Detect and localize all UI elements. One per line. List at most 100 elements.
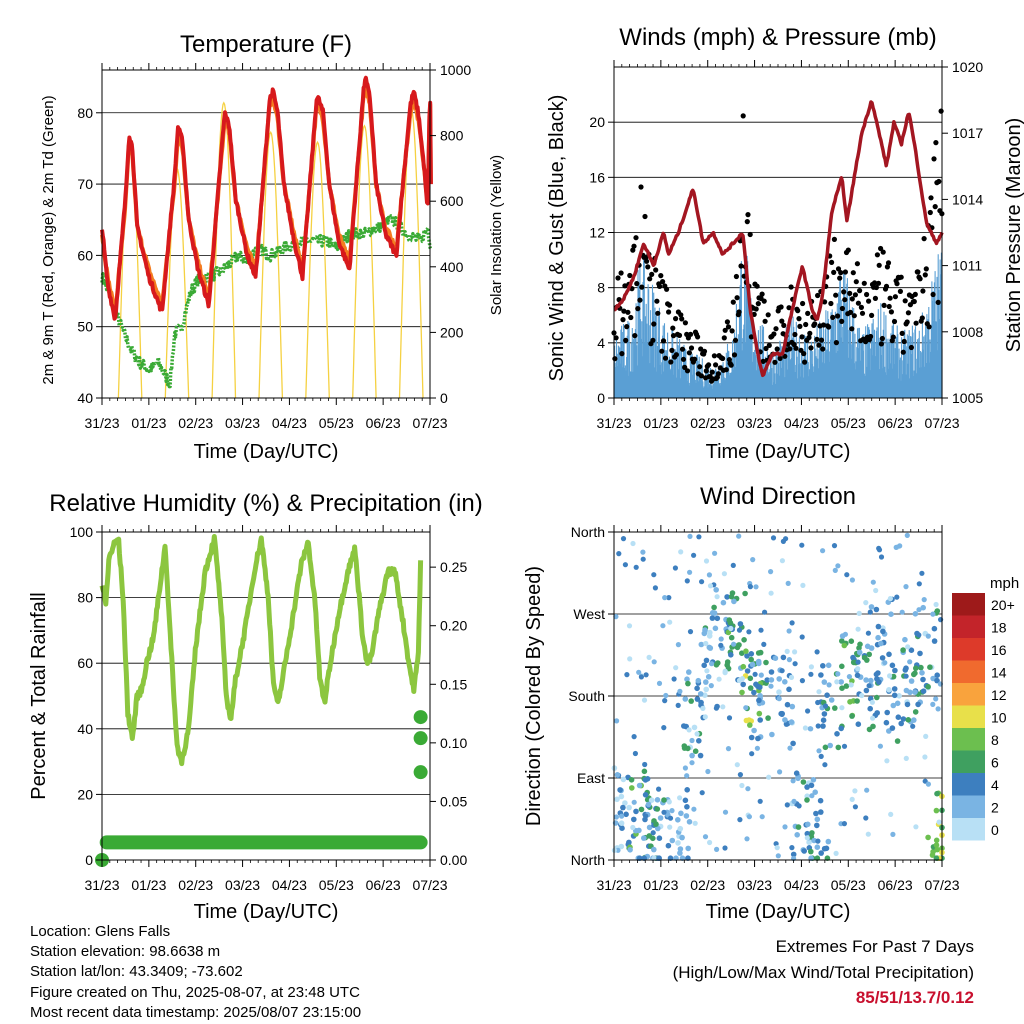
gust-point [666,309,672,315]
gust-point [698,373,705,379]
xtick-label-03/23: 03/23 [225,877,260,893]
direction-point [703,657,710,664]
direction-point [933,807,940,814]
gust-point [786,305,792,311]
gust-point [670,333,677,339]
direction-point [786,686,792,693]
direction-point [849,713,855,719]
gust-point [890,334,896,340]
solar-insolation-day-3 [258,130,284,399]
xtick-label-06/23: 06/23 [878,415,913,431]
gust-point [908,344,915,351]
gust-point [854,261,861,267]
direction-point [772,655,779,661]
direction-point [919,570,925,576]
direction-point [790,778,796,784]
direction-point [691,552,697,558]
direction-point [762,609,768,615]
direction-point [786,628,792,634]
direction-point [800,779,807,785]
direction-point [718,636,724,642]
gust-point [842,297,848,303]
direction-point [824,692,830,698]
gust-point [736,309,742,315]
direction-point [759,814,765,820]
ytick-label-50: 50 [77,319,93,335]
direction-point [743,705,749,711]
direction-point [854,672,861,679]
direction-point [855,721,862,727]
gust-point [833,340,840,346]
gust-point [744,219,750,225]
gust-point [919,315,925,321]
direction-point [904,701,911,708]
direction-point [636,669,642,675]
direction-point [795,824,802,830]
direction-point [936,819,942,825]
legend-label-20+: 20+ [991,597,1015,613]
direction-point [713,705,720,711]
direction-point [790,740,796,747]
direction-point [800,582,806,589]
gust-point [855,300,862,306]
gust-point [839,305,846,312]
station-pressure-line [613,100,944,378]
legend-swatch-18 [952,615,985,638]
plot-frame [101,69,431,399]
direction-point [619,825,625,831]
direction-point [889,725,896,731]
y2tick-label-1020: 1020 [952,59,983,75]
direction-point [747,584,754,590]
direction-point [816,748,822,754]
xtick-label-05/23: 05/23 [831,877,866,893]
direction-point [689,752,695,759]
gust-point [729,328,735,334]
direction-point [660,623,666,629]
humidity-ylabel-left: Percent & Total Rainfall [28,592,50,800]
gust-point [620,317,626,323]
direction-point [918,664,924,671]
direction-point [728,625,734,632]
xtick-label-04/23: 04/23 [784,415,819,431]
direction-point [773,841,779,847]
gust-point [628,314,634,321]
direction-point [687,569,693,575]
gust-point [772,359,778,365]
direction-point [888,811,894,818]
gust-point [745,212,751,218]
direction-point [681,723,687,729]
direction-point [899,609,905,615]
xtick-label-05/23: 05/23 [831,415,866,431]
direction-point [925,683,931,690]
direction-point [708,683,714,689]
direction-point [913,824,919,830]
direction-point [703,686,709,693]
direction-point [714,615,721,622]
direction-point [768,683,774,689]
gust-point [864,291,870,298]
gust-point [634,281,640,287]
direction-point [651,572,657,578]
direction-point [684,787,690,793]
direction-point [922,754,928,760]
direction-point [613,614,619,620]
direction-point [890,702,897,709]
direction-point [925,633,931,639]
direction-point [692,820,698,826]
direction-point [887,596,894,602]
direction-point [699,790,705,796]
direction-point [686,669,692,675]
xtick-label-07/23: 07/23 [924,415,959,431]
gust-point [917,276,923,282]
direction-point [656,680,663,687]
direction-point [820,548,826,554]
direction-point [645,801,652,808]
gust-point [760,358,766,364]
direction-point [890,673,897,680]
direction-point [696,534,702,540]
xtick-label-02/23: 02/23 [690,877,725,893]
gust-point [738,263,744,269]
gust-point [833,292,839,298]
direction-point [643,813,649,819]
